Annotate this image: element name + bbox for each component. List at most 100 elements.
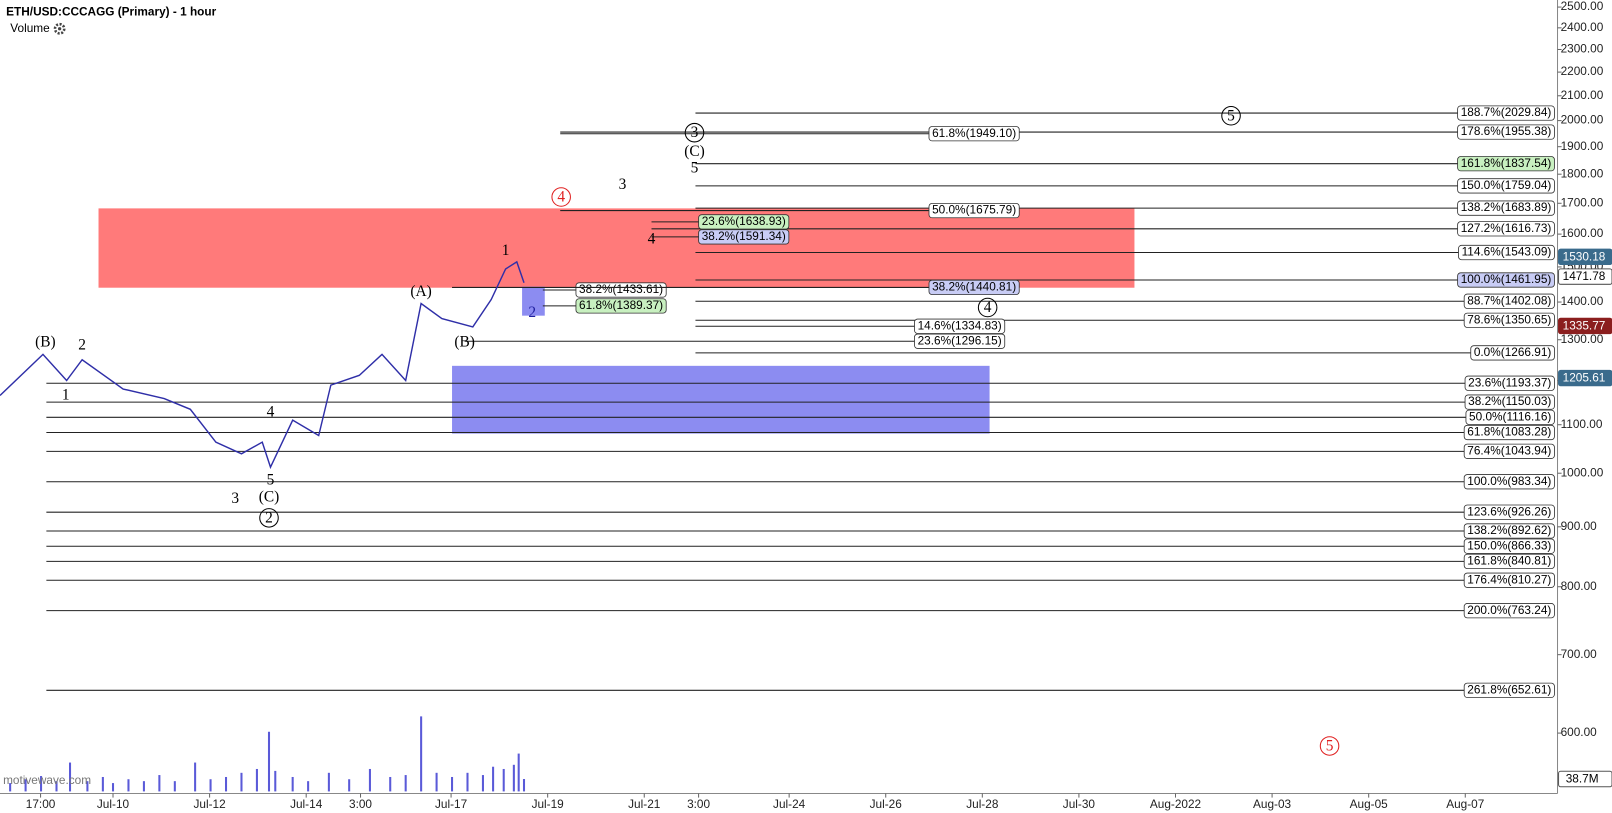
x-tick-label: Jul-30 — [1063, 797, 1096, 811]
fib-label-text: 38.2%(1440.81) — [932, 280, 1016, 294]
volume-bar — [240, 772, 243, 792]
volume-bar — [209, 779, 212, 792]
wave-circle — [684, 122, 705, 143]
plot-area: 188.7%(2029.84) 178.6%(1955.38) 161.8%(183… — [0, 105, 1555, 792]
fib-label: 138.2%(1683.89) — [1457, 200, 1555, 216]
fib-label-box — [1457, 105, 1555, 121]
price-badge — [1558, 369, 1612, 387]
fib-label-text: 50.0%(1116.16) — [1469, 409, 1551, 423]
wave-circle — [1221, 106, 1241, 126]
volume-bar — [466, 772, 469, 792]
volume-bar — [111, 783, 115, 792]
volume-bar — [348, 779, 351, 792]
fib-label-text: 78.6%(1350.65) — [1467, 312, 1551, 326]
fib-label: 200.0%(763.24) — [1463, 603, 1555, 619]
fib-label: 88.7%(1402.08) — [1463, 293, 1555, 309]
y-tick-label: 1100.00 — [1561, 417, 1603, 431]
settings-icon[interactable] — [53, 22, 66, 35]
wave-label: 2 — [78, 336, 86, 353]
fib-label: 150.0%(866.33) — [1463, 538, 1555, 554]
fib-label-box — [1457, 272, 1555, 288]
fib-label: 14.6%(1334.83) — [914, 318, 1006, 334]
fib-label-box — [1463, 474, 1555, 490]
price-line — [0, 260, 525, 470]
fib-label-text: 123.6%(926.26) — [1467, 504, 1551, 518]
volume-bar — [86, 781, 89, 792]
wave-label: (C) — [259, 489, 280, 506]
fib-label: 150.0%(1759.04) — [1457, 178, 1555, 194]
x-tick-label: Jul-14 — [290, 797, 323, 811]
fib-label-text: 178.6%(1955.38) — [1461, 124, 1552, 138]
fib-label-text: 161.8%(840.81) — [1467, 554, 1551, 568]
fib-label-text: 38.2%(1433.61) — [579, 282, 663, 296]
fib-label: 161.8%(840.81) — [1463, 554, 1555, 570]
volume-bar — [307, 781, 310, 792]
fib-label-text: 14.6%(1334.83) — [918, 318, 1002, 332]
wave-label: (B) — [35, 334, 56, 351]
fib-label-box — [1470, 345, 1555, 361]
volume-bar — [368, 768, 371, 792]
wave-label: (C) — [684, 143, 705, 160]
y-tick-label: 1700.00 — [1561, 195, 1604, 209]
wave-circle — [551, 187, 571, 207]
fib-label-text: 200.0%(763.24) — [1467, 603, 1551, 617]
x-tick-label: Jul-26 — [870, 797, 903, 811]
fib-label: 61.8%(1949.10) — [928, 126, 1020, 142]
wave-label: (A) — [410, 283, 431, 300]
zone — [452, 365, 990, 434]
fib-label: 50.0%(1675.79) — [928, 203, 1020, 219]
wave-circle — [977, 297, 998, 318]
fib-label-text: 100.0%(1461.95) — [1461, 272, 1552, 286]
fib-label-box — [1463, 293, 1555, 309]
fib-label: 38.2%(1591.34) — [698, 229, 790, 245]
x-tick-label: 17:00 — [26, 797, 56, 811]
fib-label-box — [575, 298, 667, 314]
volume-bar — [274, 770, 277, 792]
fib-label: 50.0%(1116.16) — [1465, 409, 1555, 425]
fib-label: 161.8%(1837.54) — [1457, 156, 1555, 172]
fib-label-text: 0.0%(1266.91) — [1474, 345, 1552, 359]
fib-label-text: 23.6%(1296.15) — [918, 333, 1002, 347]
x-tick-label: Jul-19 — [532, 797, 565, 811]
volume-bar — [255, 768, 258, 792]
fib-label: 61.8%(1083.28) — [1463, 425, 1555, 441]
price-badge — [1558, 248, 1612, 266]
fib-label-text: 88.7%(1402.08) — [1467, 293, 1551, 307]
fib-label: 100.0%(1461.95) — [1457, 272, 1555, 288]
fib-label-box — [1463, 312, 1555, 328]
volume-bar — [435, 772, 438, 792]
fib-label-box — [1463, 682, 1555, 698]
fib-label-box — [1463, 538, 1555, 554]
fib-label-text: 38.2%(1150.03) — [1468, 394, 1551, 408]
fib-label-text: 114.6%(1543.09) — [1462, 245, 1552, 259]
y-tick-label: 2100.00 — [1561, 88, 1604, 102]
price-badge-label: 1471.78 — [1563, 269, 1606, 283]
volume-bar — [404, 775, 407, 792]
y-tick-label: 1600.00 — [1561, 226, 1604, 240]
fib-label-text: 138.2%(892.62) — [1467, 523, 1551, 537]
fib-label-box — [914, 333, 1006, 349]
fib-label: 261.8%(652.61) — [1463, 682, 1555, 698]
fib-label-box — [1457, 178, 1555, 194]
x-tick-label: 3:00 — [349, 797, 372, 811]
fib-label-box — [698, 229, 790, 245]
time-axis-bg — [0, 793, 1558, 813]
gear[interactable] — [53, 22, 66, 35]
wave-label: 3 — [619, 176, 627, 193]
fib-label-box — [914, 318, 1006, 334]
x-tick-label: Aug-07 — [1446, 797, 1484, 811]
fib-label-text: 61.8%(1949.10) — [932, 126, 1016, 140]
wave-label: 4 — [557, 189, 565, 206]
fib-label-text: 23.6%(1638.93) — [702, 214, 786, 228]
fib-label-box — [575, 282, 667, 298]
price-badge-label: 1335.77 — [1563, 319, 1606, 333]
fib-label: 176.4%(810.27) — [1463, 572, 1555, 588]
fib-label-text: 38.2%(1591.34) — [702, 229, 786, 243]
fib-label: 38.2%(1433.61) — [575, 282, 667, 298]
fib-label: 61.8%(1389.37) — [575, 298, 667, 314]
price-axis-bg — [1557, 0, 1612, 813]
fib-label-text: 100.0%(983.34) — [1467, 474, 1551, 488]
y-tick-label: 1300.00 — [1561, 332, 1604, 346]
fib-label-box — [1463, 603, 1555, 619]
fib-label-box — [1463, 523, 1555, 539]
